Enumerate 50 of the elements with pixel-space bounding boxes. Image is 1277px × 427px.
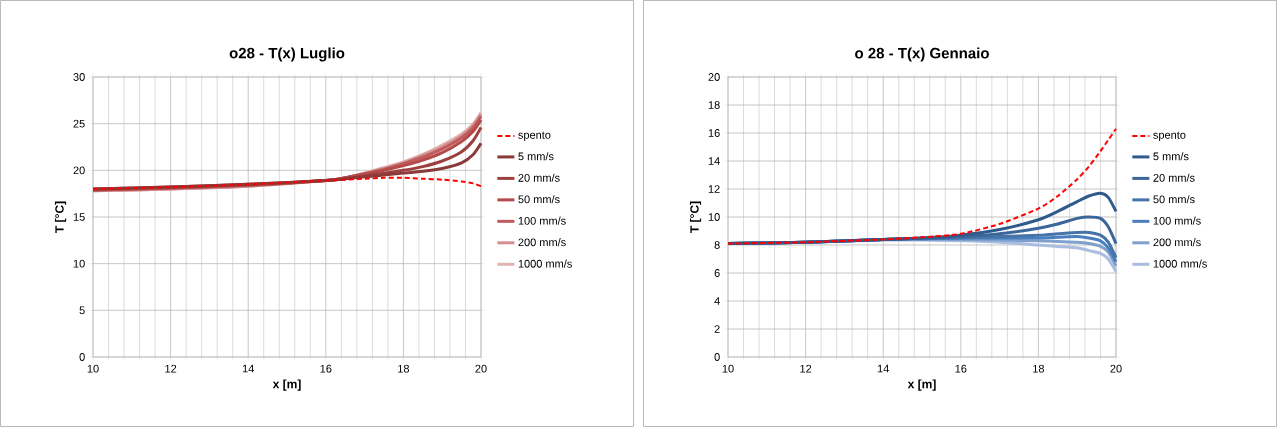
x-tick-label: 14 (242, 364, 254, 373)
legend-label: 100 mm/s (1153, 216, 1201, 225)
legend-label: spento (1153, 131, 1186, 141)
legend-label: 200 mm/s (518, 238, 566, 247)
x-tick-label: 18 (398, 364, 410, 373)
legend-label: 50 mm/s (518, 195, 560, 204)
x-tick-label: 20 (1110, 364, 1122, 373)
y-tick-label: 6 (714, 269, 720, 277)
y-tick-label: 16 (708, 129, 720, 137)
x-axis-title: x [m] (272, 379, 301, 391)
y-axis-title: T [°C] (54, 201, 67, 233)
y-tick-label: 5 (79, 306, 85, 315)
y-tick-label: 25 (73, 119, 85, 128)
x-tick-label: 10 (722, 364, 734, 373)
legend-label: 50 mm/s (1153, 195, 1195, 204)
x-tick-label: 12 (800, 364, 812, 373)
y-tick-label: 20 (73, 166, 85, 175)
y-tick-label: 18 (708, 101, 720, 109)
chart-title: o28 - T(x) Luglio (229, 47, 345, 62)
x-axis-title: x [m] (907, 379, 936, 391)
y-tick-label: 0 (79, 353, 85, 361)
legend-label: 100 mm/s (518, 216, 566, 225)
legend-label: spento (518, 131, 551, 141)
x-tick-label: 12 (165, 364, 177, 373)
y-tick-label: 10 (708, 213, 720, 221)
x-tick-label: 16 (320, 364, 332, 373)
legend-label: 5 mm/s (1153, 152, 1189, 161)
y-tick-label: 14 (708, 157, 720, 165)
y-axis-title: T [°C] (689, 201, 702, 233)
legend-label: 20 mm/s (1153, 173, 1195, 182)
y-tick-label: 8 (714, 241, 720, 249)
x-tick-label: 18 (1033, 364, 1045, 373)
y-tick-label: 12 (708, 185, 720, 193)
x-tick-label: 20 (475, 364, 487, 373)
x-tick-label: 14 (877, 364, 889, 373)
legend-label: 20 mm/s (518, 173, 560, 182)
legend-label: 1000 mm/s (1153, 259, 1207, 268)
y-tick-label: 4 (714, 297, 720, 305)
legend-label: 5 mm/s (518, 152, 554, 161)
y-tick-label: 0 (714, 353, 720, 361)
x-tick-label: 10 (87, 364, 99, 373)
y-tick-label: 15 (73, 213, 85, 221)
y-tick-label: 20 (708, 73, 720, 81)
y-tick-label: 30 (73, 73, 85, 81)
legend-label: 200 mm/s (1153, 238, 1201, 247)
chart-title: o 28 - T(x) Gennaio (855, 47, 989, 62)
x-tick-label: 16 (955, 364, 967, 373)
y-tick-label: 2 (714, 325, 720, 333)
legend-label: 1000 mm/s (518, 259, 572, 268)
y-tick-label: 10 (73, 259, 85, 268)
